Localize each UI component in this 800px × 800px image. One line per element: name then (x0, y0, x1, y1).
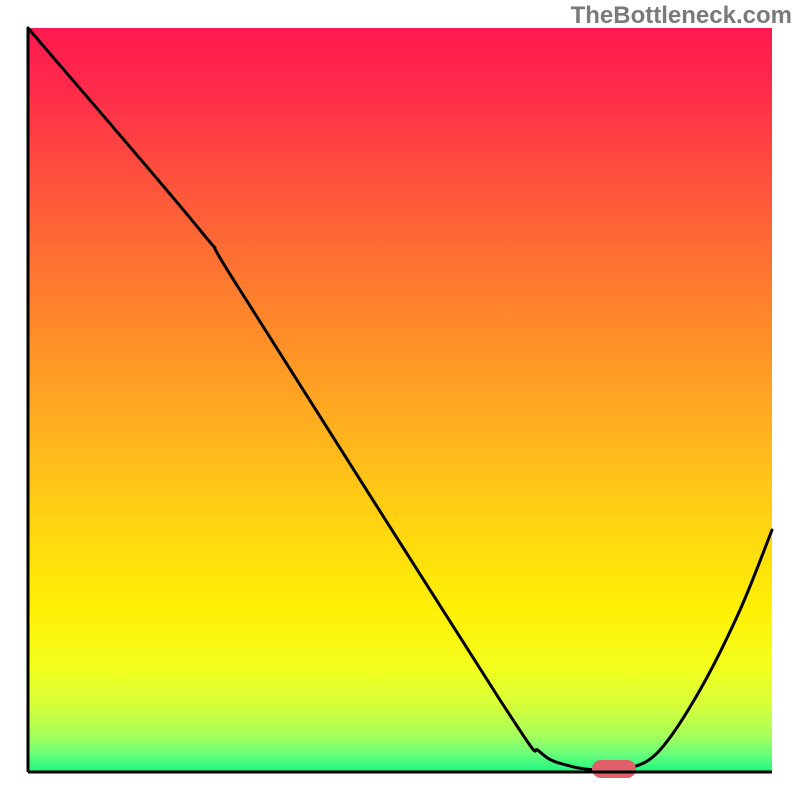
optimal-marker (592, 760, 636, 778)
bottleneck-chart (0, 0, 800, 800)
plot-background (28, 28, 772, 772)
chart-container: TheBottleneck.com (0, 0, 800, 800)
watermark-text: TheBottleneck.com (571, 2, 792, 30)
